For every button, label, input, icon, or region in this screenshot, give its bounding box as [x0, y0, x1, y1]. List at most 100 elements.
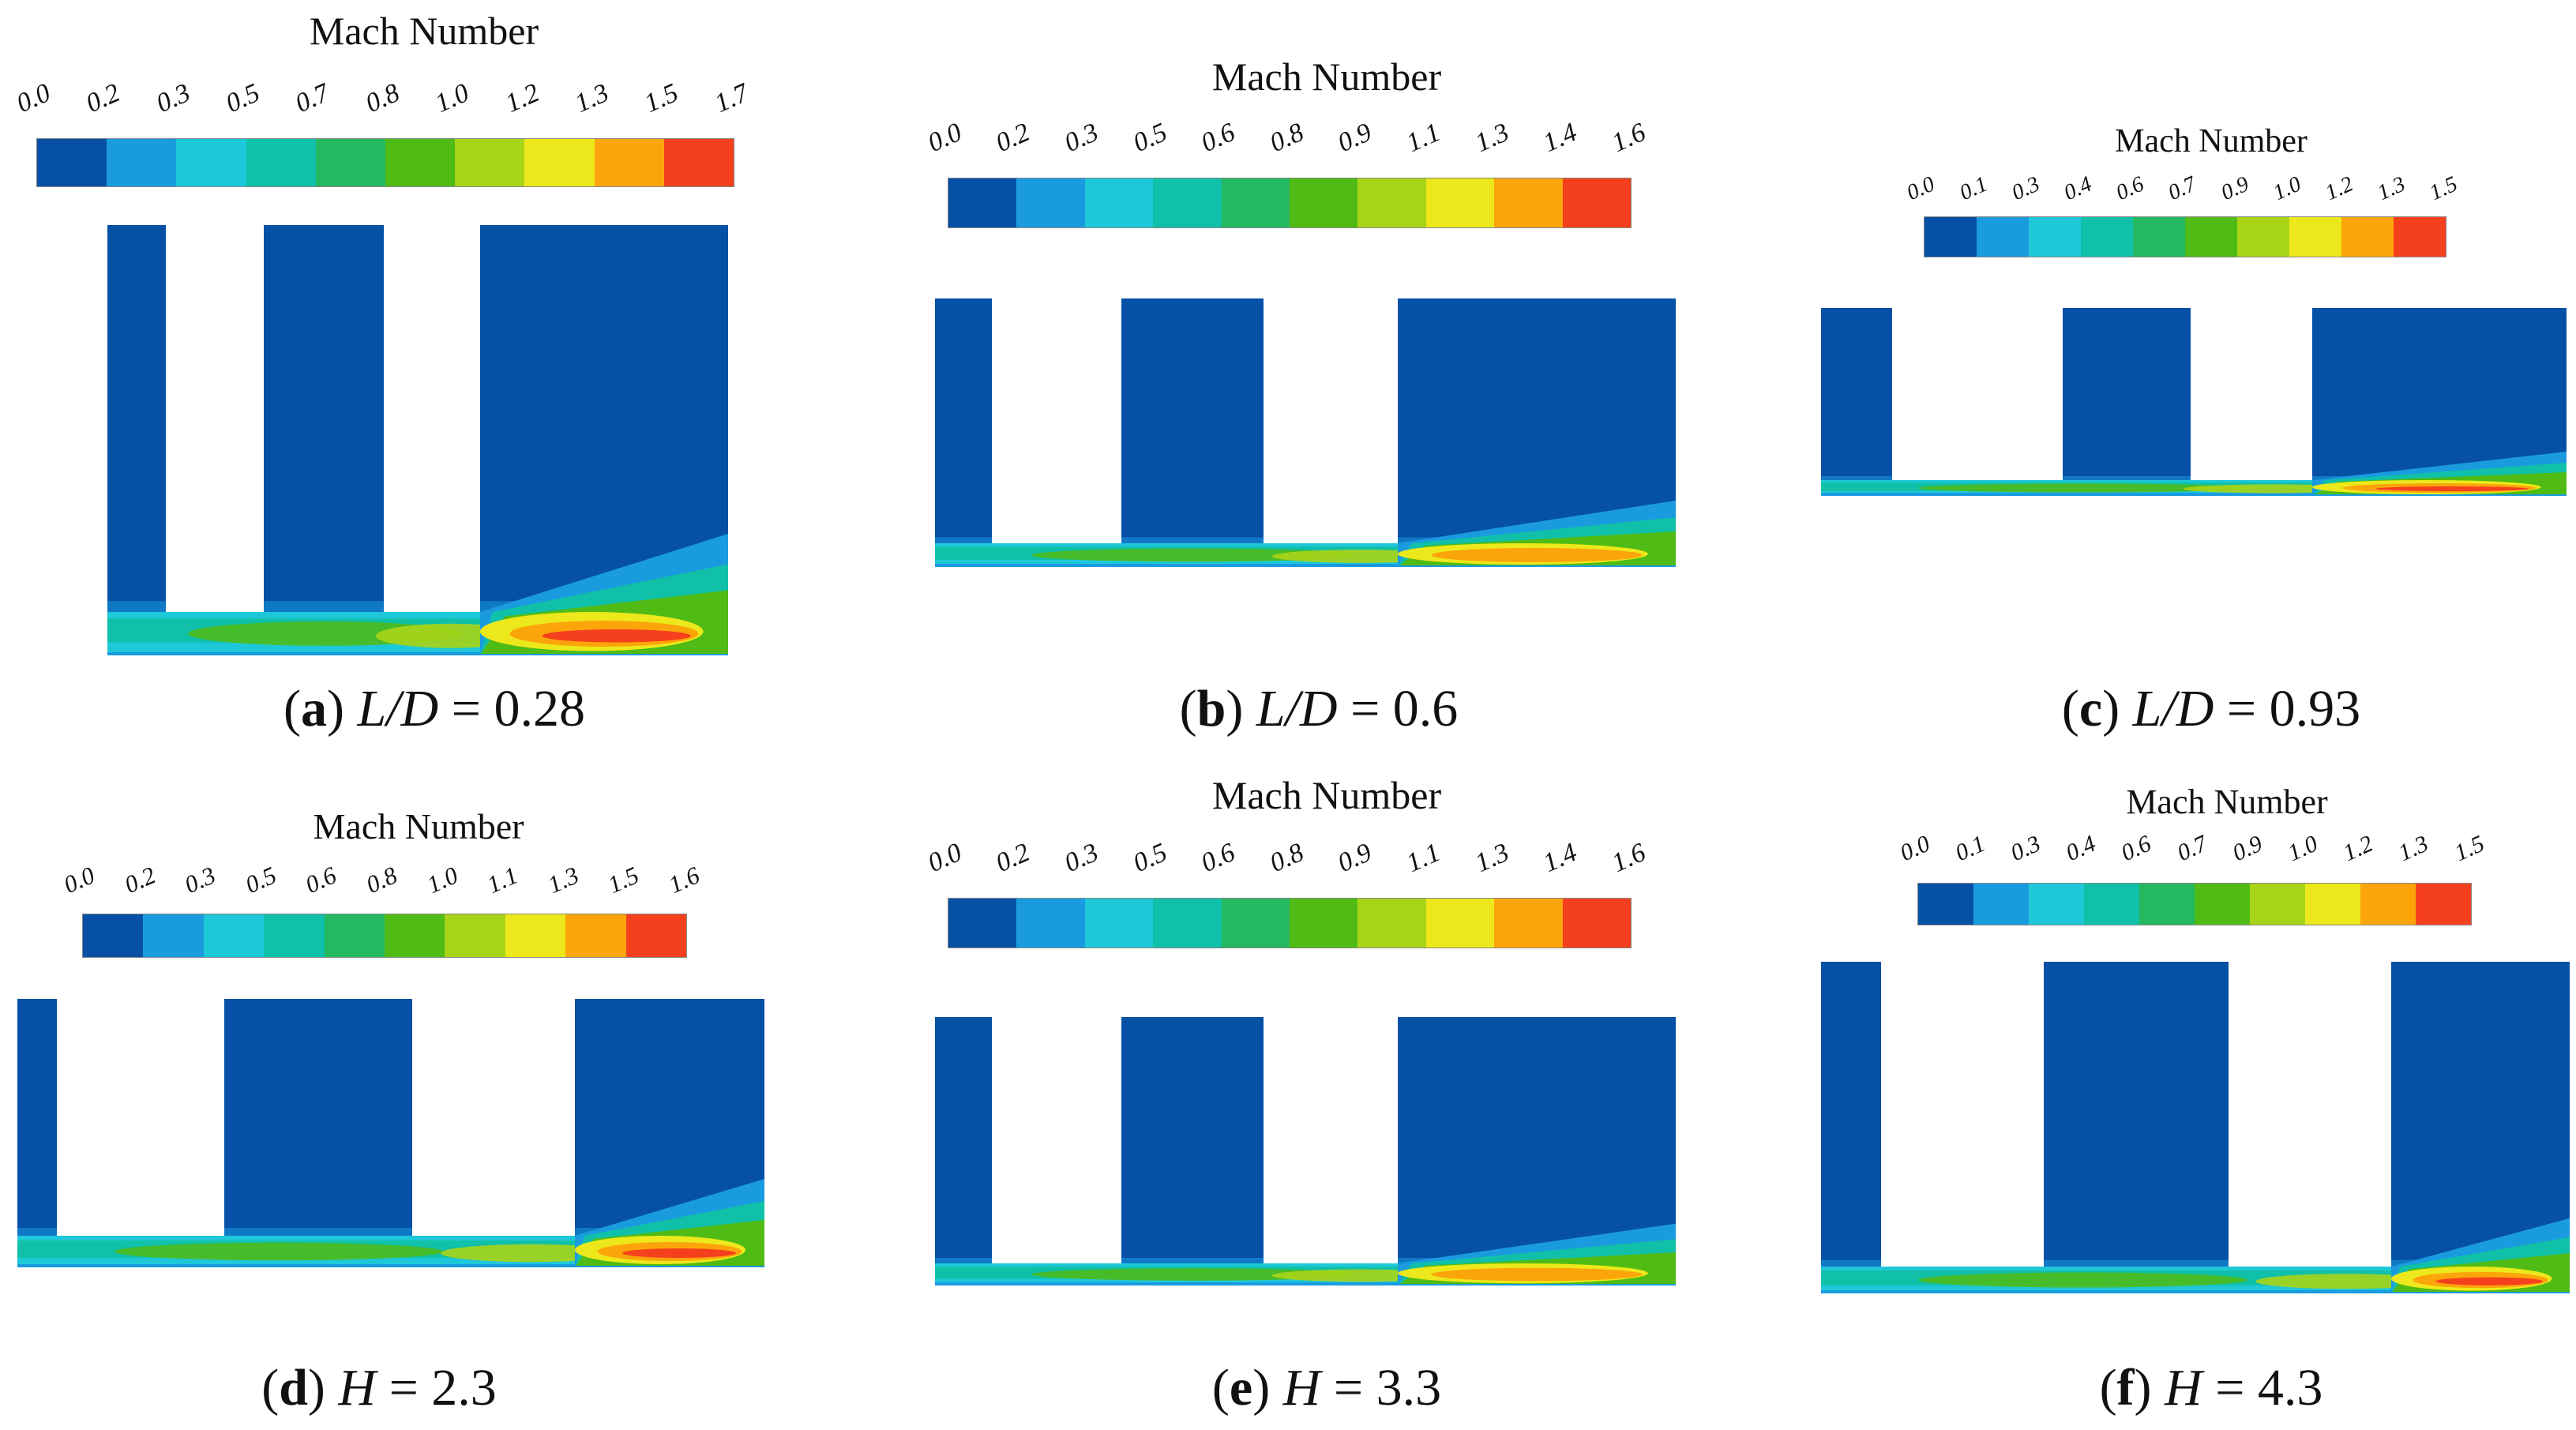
- contour-plot-f: [1821, 962, 2570, 1293]
- colorbar-tick-label: 0.7: [291, 77, 334, 118]
- flow-region: [1821, 308, 1892, 480]
- colorbar-swatch: [1016, 178, 1085, 227]
- flow-region: [2312, 308, 2567, 480]
- colorbar-swatch: [1494, 899, 1563, 948]
- flow-region: [264, 225, 384, 612]
- colorbar-swatch: [663, 139, 734, 186]
- contour-band: [17, 1228, 57, 1236]
- colorbar-tick-label: 0.9: [1333, 117, 1376, 158]
- colorbar-tick-label: 1.2: [2321, 171, 2357, 206]
- colorbar-tick-label: 0.6: [1196, 837, 1240, 878]
- caption-letter: d: [279, 1359, 308, 1417]
- colorbar-tick-label: 1.3: [2374, 171, 2409, 206]
- colorbar-b: [948, 178, 1632, 228]
- colorbar-swatch: [1562, 178, 1632, 227]
- flow-region: [2391, 962, 2570, 1267]
- contour-plot-d: [17, 999, 764, 1267]
- colorbar-swatch: [1290, 178, 1358, 227]
- contour-band: [622, 1248, 736, 1258]
- colorbar-swatch: [1562, 899, 1632, 948]
- colorbar-swatch: [2139, 884, 2195, 925]
- colorbar-swatch: [1221, 178, 1290, 227]
- colorbar-tick-label: 0.7: [2172, 830, 2211, 867]
- colorbar-tick-label: 0.0: [923, 837, 967, 878]
- colorbar-swatch: [1973, 884, 2029, 925]
- colorbar-swatch: [2394, 217, 2446, 257]
- colorbar-tick-label: 0.0: [923, 117, 967, 158]
- colorbar-tick-label: 0.2: [81, 77, 125, 118]
- flow-region: [1398, 298, 1676, 543]
- colorbar-title-d: Mach Number: [313, 806, 524, 846]
- colorbar-e: [948, 898, 1632, 948]
- colorbar-tick-label: 0.3: [180, 861, 220, 899]
- colorbar-tick-label: 1.5: [640, 77, 683, 118]
- caption-f: (f) H = 4.3: [2099, 1359, 2323, 1417]
- colorbar-tick-label: 1.1: [483, 861, 523, 899]
- contour-band: [2044, 1259, 2229, 1267]
- colorbar-tick-label: 0.3: [152, 77, 194, 118]
- colorbar-swatch: [1357, 899, 1426, 948]
- colorbar-tick-label: 1.0: [430, 77, 474, 118]
- colorbar-tick-label: 0.3: [2007, 830, 2045, 867]
- colorbar-tick-label: 0.8: [362, 861, 402, 899]
- colorbar-swatch: [2416, 884, 2471, 925]
- colorbar-tick-label: 0.0: [59, 861, 100, 899]
- flow-region: [1398, 1017, 1676, 1263]
- contour-band: [2435, 1277, 2544, 1285]
- colorbar-tick-label: 1.3: [570, 77, 614, 118]
- colorbar-tick-label: 0.2: [119, 861, 160, 899]
- flow-region: [1121, 298, 1264, 543]
- flow-region: [1121, 1017, 1264, 1263]
- colorbar-title-a: Mach Number: [309, 9, 539, 53]
- colorbar-tick-label: 0.8: [361, 77, 404, 118]
- colorbar-tick-label: 1.0: [2284, 830, 2322, 867]
- caption-value: = 2.3: [389, 1359, 497, 1417]
- colorbar-tick-label: 0.1: [1955, 171, 1992, 206]
- colorbar-a: [36, 138, 734, 187]
- contour-band: [1500, 553, 1601, 560]
- colorbar-tick-label: 0.6: [301, 861, 341, 899]
- colorbar-swatch: [2237, 217, 2289, 257]
- flow-region: [935, 298, 992, 543]
- colorbar-tick-label: 1.7: [710, 77, 753, 118]
- contour-plot-c: [1821, 308, 2567, 496]
- contour-plot-a: [107, 225, 728, 655]
- colorbar-tick-label: 1.4: [1538, 117, 1582, 158]
- colorbar-swatch: [37, 139, 107, 186]
- colorbar-swatch: [246, 139, 316, 186]
- contour-band: [114, 1242, 444, 1261]
- colorbar-swatch: [625, 914, 687, 957]
- contour-band: [2063, 476, 2191, 480]
- colorbar-tick-label: 0.0: [1895, 830, 1934, 867]
- colorbar-tick-label: 0.8: [1265, 837, 1309, 878]
- colorbar-title-b: Mach Number: [1211, 54, 1442, 99]
- channel-wall: [17, 1266, 764, 1267]
- colorbar-swatch: [2289, 217, 2341, 257]
- channel-wall: [1821, 1292, 2570, 1293]
- colorbar-tick-label: 0.3: [1060, 117, 1103, 158]
- channel-wall: [935, 1284, 1676, 1285]
- flow-region: [935, 1017, 992, 1263]
- flow-region: [107, 225, 166, 612]
- contour-band: [264, 601, 384, 612]
- contour-band: [224, 1228, 412, 1236]
- colorbar-tick-label: 1.5: [603, 861, 644, 899]
- colorbar-swatch: [1153, 178, 1222, 227]
- colorbar-swatch: [2185, 217, 2237, 257]
- colorbar-swatch: [1977, 217, 2029, 257]
- contour-plot-b: [935, 298, 1676, 567]
- contour-band: [1031, 548, 1357, 562]
- colorbar-tick-label: 0.5: [1128, 117, 1171, 158]
- caption-e: (e) H = 3.3: [1211, 1359, 1442, 1417]
- colorbar-title-c: Mach Number: [2115, 123, 2308, 160]
- colorbar-tick-label: 1.2: [2339, 830, 2377, 867]
- caption-value: = 0.28: [451, 680, 585, 738]
- colorbar-tick-label: 0.5: [221, 77, 265, 118]
- colorbar-tick-label: 0.0: [1903, 171, 1939, 206]
- colorbar-swatch: [1425, 899, 1495, 948]
- colorbar-swatch: [1016, 899, 1085, 948]
- flow-region: [2063, 308, 2191, 480]
- colorbar-tick-label: 1.2: [501, 77, 543, 118]
- colorbar-swatch: [315, 139, 386, 186]
- colorbar-tick-label: 0.7: [2165, 171, 2200, 206]
